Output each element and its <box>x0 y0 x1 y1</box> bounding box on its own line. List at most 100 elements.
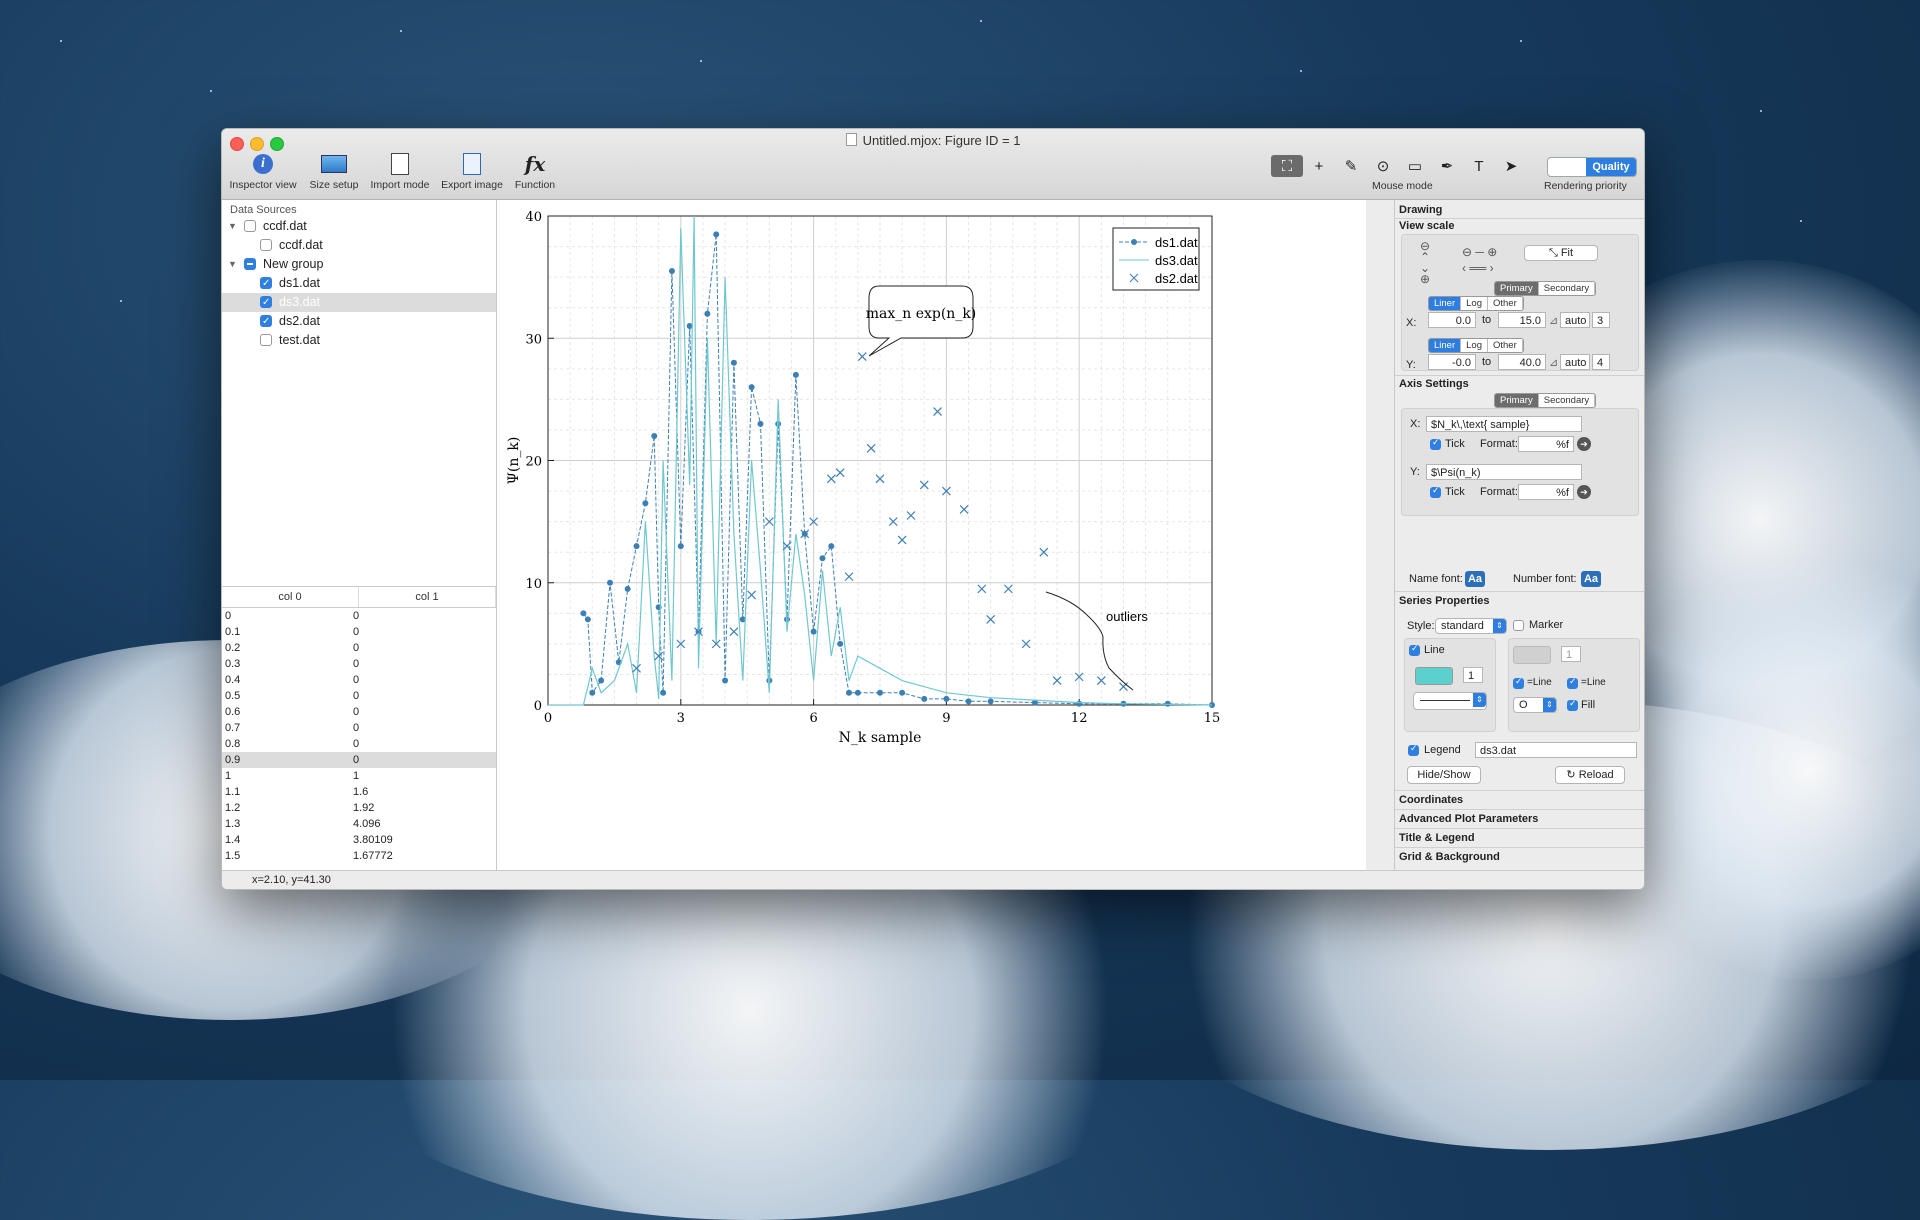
source-item[interactable]: ▼ New group <box>222 255 496 274</box>
y-auto-field[interactable]: auto <box>1560 354 1590 370</box>
ds1-point[interactable] <box>810 628 817 635</box>
grid-background-section[interactable]: Grid & Background <box>1399 851 1500 863</box>
ds2-point[interactable] <box>888 517 898 527</box>
ds2-point[interactable] <box>747 590 757 600</box>
ds2-point[interactable] <box>857 352 867 362</box>
text-tool-icon[interactable]: T <box>1474 157 1484 175</box>
table-row[interactable]: 0.2 0 <box>222 640 496 656</box>
ds2-point[interactable] <box>676 639 686 649</box>
legend-checkbox[interactable] <box>1408 743 1419 756</box>
quality-toggle[interactable]: Quality <box>1547 157 1637 177</box>
source-item[interactable]: ds1.dat <box>222 274 496 293</box>
ds2-point[interactable] <box>800 529 810 539</box>
column-header[interactable]: col 0 <box>222 587 359 607</box>
ds2-point[interactable] <box>1052 676 1062 685</box>
pointer-icon[interactable]: ➤ <box>1504 158 1518 175</box>
link-icon[interactable]: ⊿ <box>1549 315 1559 327</box>
y-tick-checkbox[interactable] <box>1430 485 1441 498</box>
table-row[interactable]: 0.3 0 <box>222 656 496 672</box>
size-setup-button[interactable]: Size setup <box>306 151 362 191</box>
table-row[interactable]: 1.2 1.92 <box>222 800 496 816</box>
axis-secondary-tab[interactable]: Secondary <box>1538 394 1596 407</box>
ds1-point[interactable] <box>1031 699 1038 706</box>
ds2-point[interactable] <box>919 480 929 490</box>
ds1-point[interactable] <box>837 640 844 647</box>
x-liner-option[interactable]: Liner <box>1429 297 1462 310</box>
ds2-point[interactable] <box>764 517 774 527</box>
ds2-point[interactable] <box>1119 682 1128 692</box>
ds1-point[interactable] <box>1164 700 1171 707</box>
ds2-point[interactable] <box>809 517 819 527</box>
line-checkbox[interactable] <box>1409 643 1420 656</box>
line-style-select[interactable]: ⇕ <box>1413 692 1487 710</box>
table-row[interactable]: 0.8 0 <box>222 736 496 752</box>
table-row[interactable]: 0.1 0 <box>222 624 496 640</box>
marker-eq-line-checkbox[interactable] <box>1513 676 1524 689</box>
source-checkbox[interactable] <box>260 239 272 251</box>
table-row[interactable]: 0.9 0 <box>222 752 496 768</box>
ds1-point[interactable] <box>668 268 675 275</box>
ds1-point[interactable] <box>651 433 658 440</box>
export-image-button[interactable]: Export image <box>437 151 507 191</box>
table-row[interactable]: 0.5 0 <box>222 688 496 704</box>
ds1-point[interactable] <box>589 689 596 696</box>
secondary-tab[interactable]: Secondary <box>1538 282 1596 295</box>
ds2-point[interactable] <box>897 535 907 545</box>
ds1-point[interactable] <box>943 695 950 702</box>
marker-size-stepper[interactable]: 1 <box>1561 646 1581 662</box>
annotation-bubble[interactable] <box>868 285 974 357</box>
y-ticks-stepper[interactable]: 4 <box>1592 354 1610 370</box>
coordinates-section[interactable]: Coordinates <box>1399 794 1464 806</box>
source-item[interactable]: ds3.dat <box>222 293 496 312</box>
circle-shape-icon[interactable]: ⊙ <box>1376 158 1390 175</box>
title-legend-section[interactable]: Title & Legend <box>1399 832 1475 844</box>
horizontal-zoom-icon[interactable]: ⊖ ─ ⊕ <box>1462 245 1498 259</box>
table-row[interactable]: 0.6 0 <box>222 704 496 720</box>
source-item[interactable]: test.dat <box>222 331 496 350</box>
table-row[interactable]: 1.1 1.6 <box>222 784 496 800</box>
import-mode-button[interactable]: Import mode <box>367 151 433 191</box>
source-checkbox[interactable] <box>244 220 256 232</box>
vertical-zoom-icon[interactable]: ⊖ ⌃ ⌄ ⊕ <box>1420 239 1431 286</box>
y-min-field[interactable]: -0.0 <box>1428 354 1476 370</box>
minimize-button[interactable] <box>250 137 264 151</box>
ds1-point[interactable] <box>660 689 667 696</box>
ds2-point[interactable] <box>844 572 854 582</box>
x-tick-checkbox[interactable] <box>1430 437 1441 450</box>
y-axis-name-field[interactable]: $\Psi(n_k) <box>1426 464 1582 480</box>
ds2-point[interactable] <box>906 511 916 520</box>
line-width-stepper[interactable]: 1 <box>1463 667 1483 683</box>
zoom-button[interactable] <box>270 137 284 151</box>
axis-settings-title[interactable]: Axis Settings <box>1399 378 1469 390</box>
x-min-field[interactable]: 0.0 <box>1428 312 1476 328</box>
source-item[interactable]: ds2.dat <box>222 312 496 331</box>
crosshair-icon[interactable]: + <box>1314 157 1324 175</box>
ds1-point[interactable] <box>854 689 861 696</box>
ds1-point[interactable] <box>598 677 605 684</box>
inspector-view-button[interactable]: i Inspector view <box>228 151 298 191</box>
ds1-point[interactable] <box>677 543 684 550</box>
ds2-point[interactable] <box>977 584 987 594</box>
ds1-point[interactable] <box>748 384 755 391</box>
x-format-go-icon[interactable]: ➔ <box>1577 437 1591 451</box>
x-ticks-stepper[interactable]: 3 <box>1592 312 1610 328</box>
ds2-point[interactable] <box>941 486 951 496</box>
ds2-point[interactable] <box>933 407 942 417</box>
ds2-point[interactable] <box>866 443 876 453</box>
ds2-point[interactable] <box>835 468 845 478</box>
ds2-point[interactable] <box>875 474 885 484</box>
source-checkbox[interactable] <box>260 293 272 312</box>
y-max-field[interactable]: 40.0 <box>1498 354 1546 370</box>
pan-arrows-icon[interactable]: ‹ ══ › <box>1462 261 1494 275</box>
table-row[interactable]: 0.7 0 <box>222 720 496 736</box>
fit-button[interactable]: ⤡ Fit <box>1524 245 1598 261</box>
ds2-point[interactable] <box>782 541 792 551</box>
source-checkbox[interactable] <box>260 334 272 346</box>
legend-name-field[interactable]: ds3.dat <box>1475 742 1637 758</box>
ds2-point[interactable] <box>1039 547 1049 557</box>
ds1-point[interactable] <box>633 543 640 550</box>
rectangle-shape-icon[interactable]: ▭ <box>1407 158 1423 175</box>
series-properties-title[interactable]: Series Properties <box>1399 595 1490 607</box>
ds1-point[interactable] <box>792 371 799 378</box>
